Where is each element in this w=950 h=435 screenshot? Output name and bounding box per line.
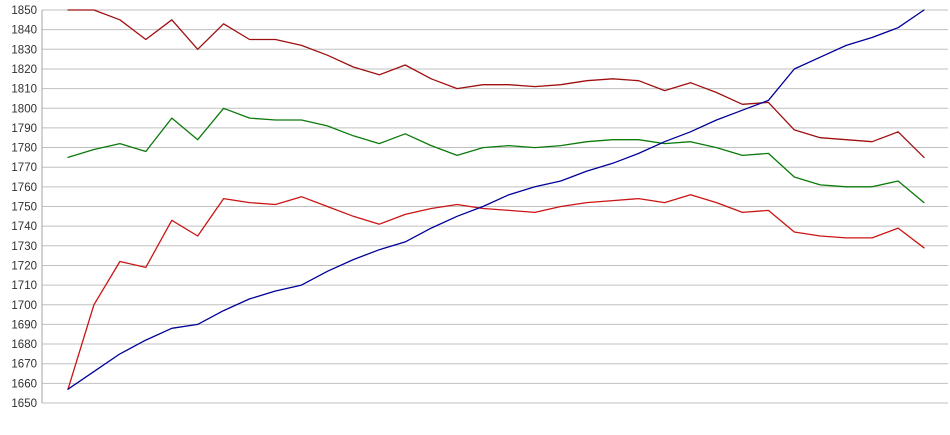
y-tick-label-1770: 1770 [11,162,37,174]
y-tick-label-1730: 1730 [11,241,37,253]
y-tick-label-1850: 1850 [11,5,37,17]
y-tick-label-1680: 1680 [11,339,37,351]
y-tick-label-1800: 1800 [11,103,37,115]
series-line-mean-green [67,107,925,204]
series-line-upper-bound-dark-red [67,9,925,159]
y-tick-label-1830: 1830 [11,44,37,56]
y-tick-label-1840: 1840 [11,25,37,37]
y-tick-label-1720: 1720 [11,260,37,272]
y-tick-label-1740: 1740 [11,221,37,233]
series-line-lower-bound-red [67,194,925,390]
y-tick-label-1660: 1660 [11,378,37,390]
series-line-rating-blue [67,9,925,390]
y-tick-label-1670: 1670 [11,359,37,371]
y-tick-label-1790: 1790 [11,123,37,135]
y-tick-label-1750: 1750 [11,202,37,214]
y-tick-label-1760: 1760 [11,182,37,194]
y-axis-labels: 1850 1840 1830 1820 1810 1800 1790 1780 1770 1760… [11,5,37,410]
gridlines [42,9,948,404]
y-tick-label-1710: 1710 [11,280,37,292]
y-tick-label-1780: 1780 [11,143,37,155]
y-tick-label-1650: 1650 [11,398,37,410]
y-tick-label-1690: 1690 [11,319,37,331]
y-tick-label-1810: 1810 [11,84,37,96]
y-tick-label-1700: 1700 [11,300,37,312]
y-tick-label-1820: 1820 [11,64,37,76]
